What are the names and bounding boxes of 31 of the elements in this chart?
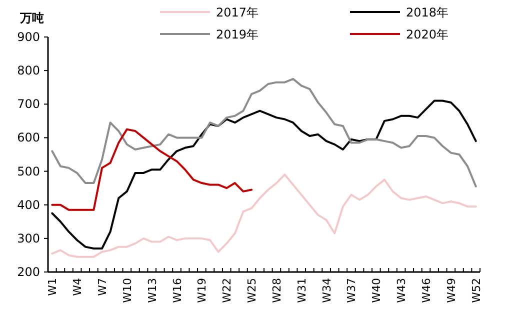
x-tick-label: W7 [96,278,109,296]
x-tick-label: W13 [146,278,159,303]
x-tick-label: W46 [420,278,433,303]
x-tick-label: W16 [170,278,184,303]
x-tick-label: W28 [270,278,284,303]
x-tick-label: W34 [320,278,334,303]
x-tick-label: W49 [444,278,458,303]
x-tick-label: W52 [470,278,483,303]
y-tick-label: 200 [17,265,40,279]
x-tick-label: W4 [71,278,84,296]
y-tick-label: 700 [17,97,40,112]
y-tick-label: 500 [17,164,40,178]
legend-label: 2019年 [216,28,259,42]
x-tick-label: W40 [370,278,384,303]
x-tick-label: W31 [295,278,308,303]
legend-label: 2020年 [406,28,449,42]
legend-label: 2017年 [216,6,259,20]
x-tick-label: W37 [345,278,358,303]
legend-label: 2018年 [406,6,449,20]
y-tick-label: 900 [17,30,40,44]
y-tick-label: 400 [17,198,40,212]
x-tick-label: W43 [395,278,408,303]
y-tick-label: 600 [17,130,40,145]
x-tick-label: W1 [46,278,60,296]
x-tick-label: W10 [120,278,134,303]
x-tick-label: W19 [196,278,209,303]
y-axis-title: 万吨 [19,11,44,25]
x-tick-label: W25 [246,278,259,303]
y-tick-label: 300 [17,231,40,246]
y-tick-label: 800 [17,64,40,78]
x-tick-label: W22 [220,278,234,303]
